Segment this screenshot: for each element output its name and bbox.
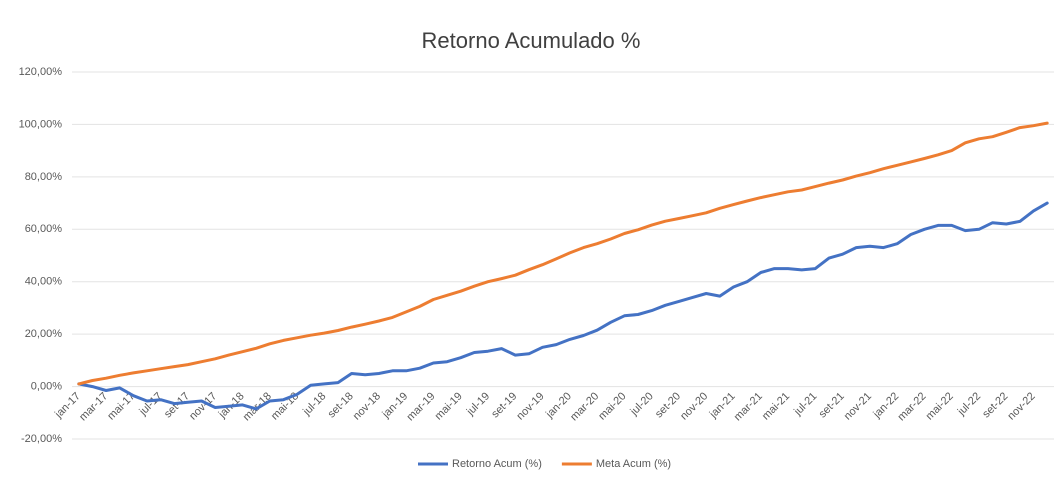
- chart-title: Retorno Acumulado %: [422, 28, 641, 53]
- y-tick-label: 0,00%: [31, 380, 62, 392]
- y-tick-label: 40,00%: [25, 276, 63, 288]
- x-tick-label: jul-21: [791, 390, 819, 418]
- y-tick-label: 20,00%: [25, 328, 63, 340]
- x-tick-label: mar-17: [77, 390, 110, 423]
- x-tick-label: nov-18: [351, 390, 383, 422]
- y-tick-label: 100,00%: [19, 118, 63, 130]
- x-tick-label: mar-22: [895, 390, 928, 423]
- series-line: [77, 201, 1049, 411]
- x-tick-label: nov-22: [1005, 390, 1037, 422]
- y-tick-label: 120,00%: [19, 66, 63, 78]
- x-tick-label: mar-21: [732, 390, 765, 423]
- x-tick-label: nov-20: [678, 390, 710, 422]
- y-tick-label: 60,00%: [25, 223, 63, 235]
- series-line: [77, 121, 1049, 386]
- x-tick-label: nov-21: [842, 390, 874, 422]
- x-tick-label: nov-19: [514, 390, 546, 422]
- x-tick-label: jul-22: [955, 390, 983, 418]
- x-tick-label: mai-20: [596, 390, 628, 422]
- y-tick-label: -20,00%: [21, 433, 62, 445]
- x-tick-label: jul-18: [300, 390, 328, 418]
- x-tick-label: mai-19: [433, 390, 465, 422]
- x-tick-label: jul-17: [137, 390, 165, 418]
- x-tick-label: jul-20: [628, 390, 656, 418]
- legend-label: Meta Acum (%): [596, 458, 671, 470]
- legend-label: Retorno Acum (%): [452, 458, 542, 470]
- x-tick-label: mai-21: [760, 390, 792, 422]
- x-tick-label: jul-19: [464, 390, 492, 418]
- x-tick-label: mar-20: [568, 390, 601, 423]
- y-tick-label: 80,00%: [25, 171, 63, 183]
- x-tick-label: mar-19: [404, 390, 437, 423]
- x-tick-label: mai-22: [924, 390, 956, 422]
